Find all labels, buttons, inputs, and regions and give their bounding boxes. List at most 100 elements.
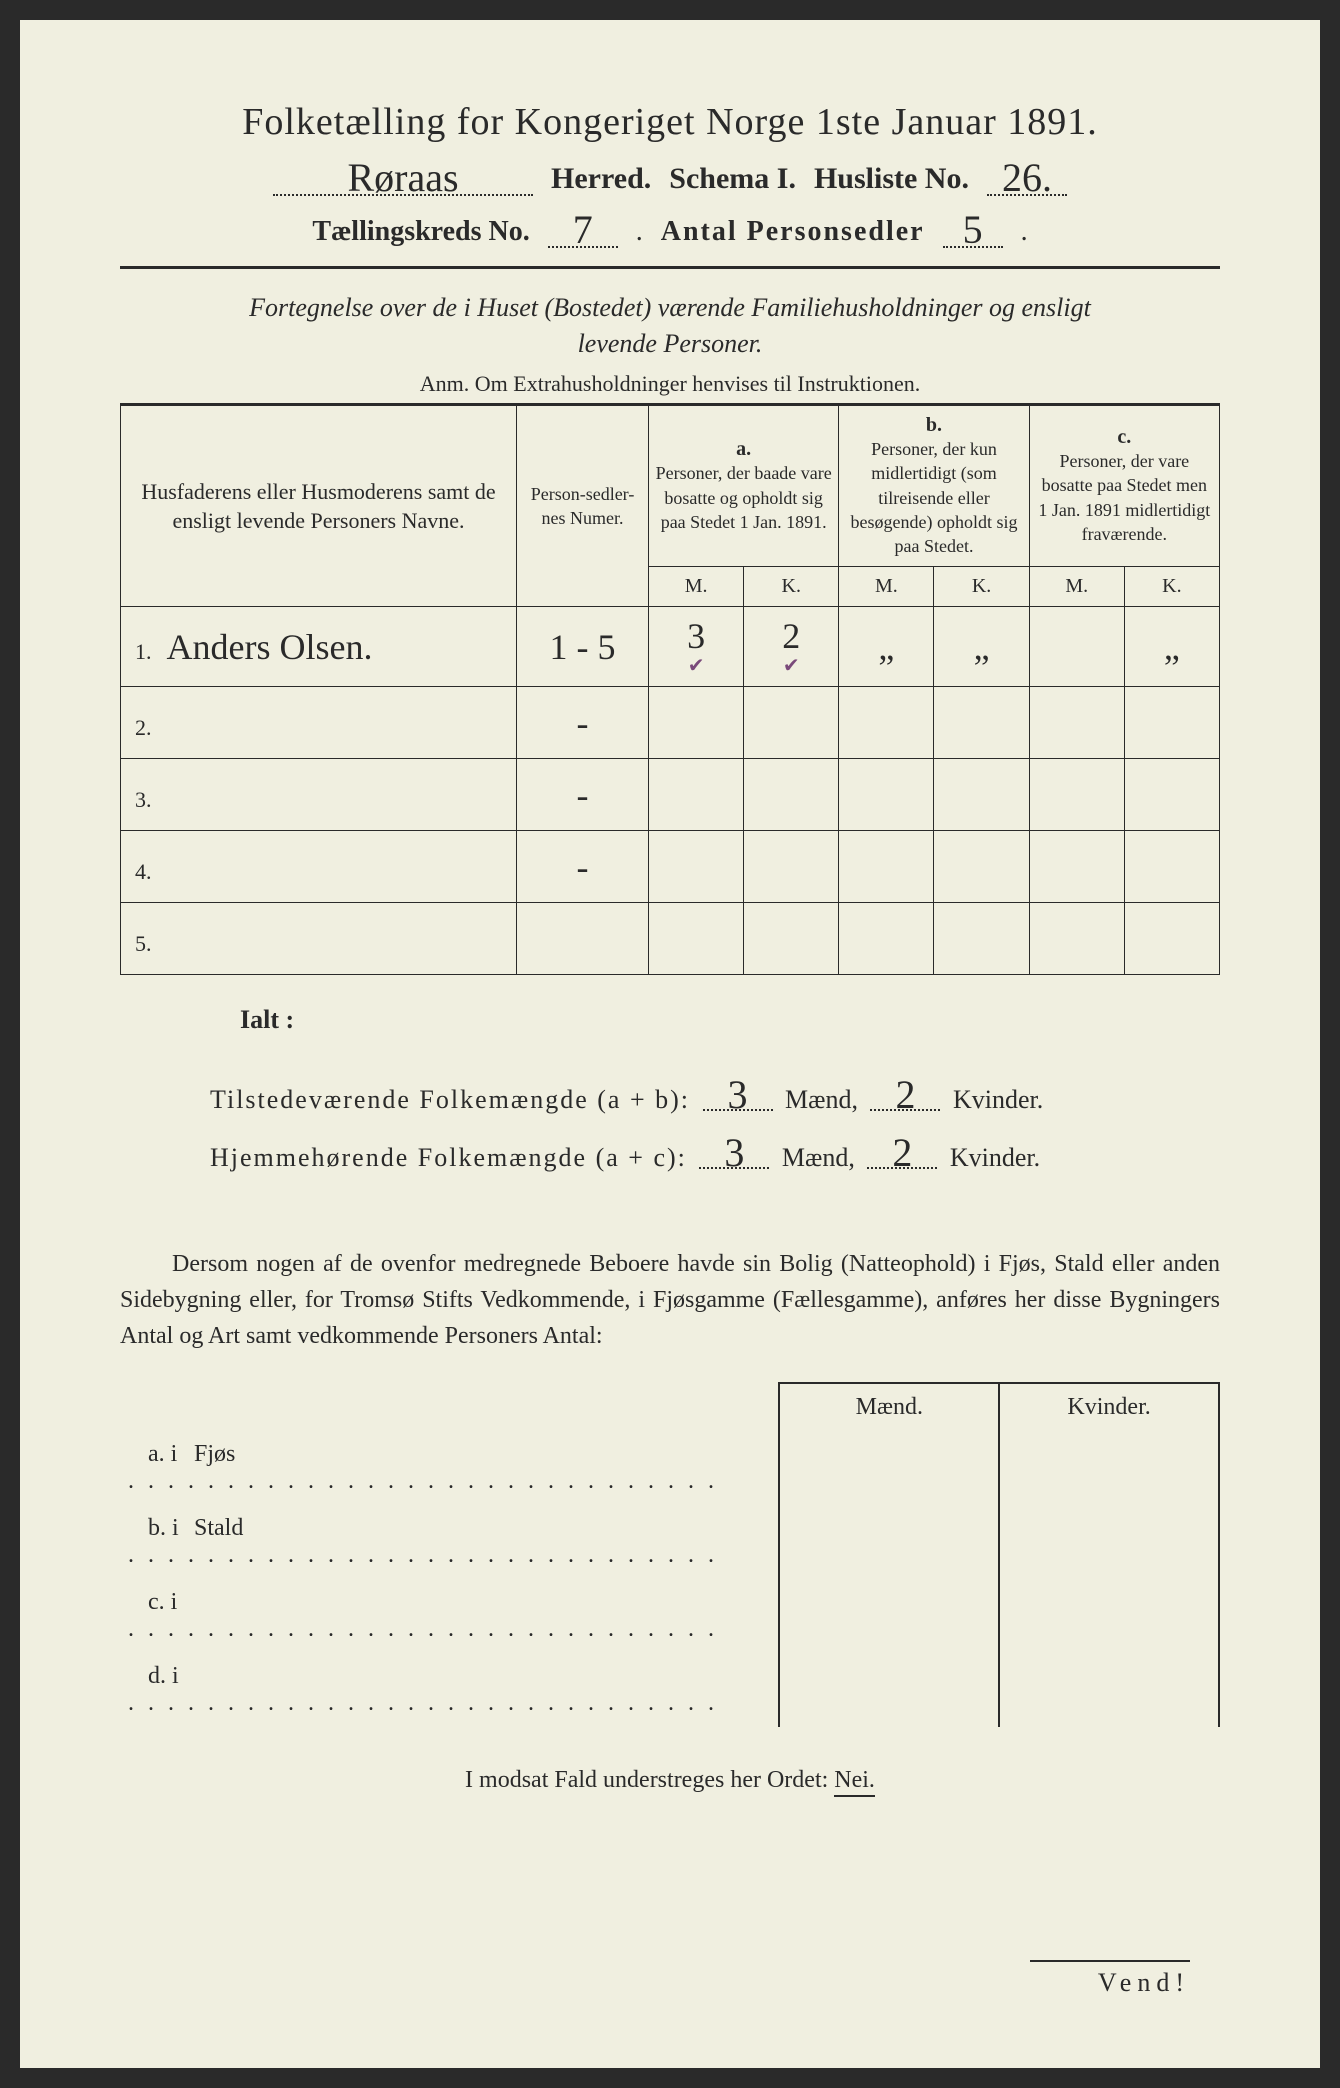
c-k-header: K. bbox=[1124, 567, 1219, 607]
row-b-m-cell bbox=[839, 687, 934, 759]
row-c-k-cell: „ bbox=[1124, 607, 1219, 687]
dwelling-label-cell: d. i . . . . . . . . . . . . . . . . . .… bbox=[120, 1653, 779, 1727]
nej-word: Nei. bbox=[834, 1767, 875, 1797]
hjemme-k: 2 bbox=[867, 1139, 937, 1169]
row-a-k-cell bbox=[744, 903, 839, 975]
row-b-m-cell bbox=[839, 831, 934, 903]
kreds-value: 7 bbox=[548, 216, 618, 248]
row-c-m-cell bbox=[1029, 759, 1124, 831]
row-name-cell: 1. Anders Olsen. bbox=[121, 607, 517, 687]
row-a-k-cell bbox=[744, 687, 839, 759]
row-c-m-cell bbox=[1029, 607, 1124, 687]
dwelling-k-cell bbox=[999, 1431, 1219, 1505]
hjemme-label: Hjemmehørende Folkemængde (a + c): bbox=[210, 1143, 687, 1172]
dwelling-section: Mænd. Kvinder. a. i Fjøs . . . . . . . .… bbox=[120, 1382, 1220, 1727]
row-b-k-cell bbox=[934, 759, 1029, 831]
a-k-header: K. bbox=[744, 567, 839, 607]
antal-value: 5 bbox=[943, 216, 1003, 248]
nej-line: I modsat Fald understreges her Ordet: Ne… bbox=[120, 1767, 1220, 1794]
row-a-m-cell: 3✔ bbox=[649, 607, 744, 687]
row-name-cell: 4. bbox=[121, 831, 517, 903]
dwelling-paragraph: Dersom nogen af de ovenfor medregnede Be… bbox=[120, 1246, 1220, 1354]
row-c-m-cell bbox=[1029, 687, 1124, 759]
row-a-m-cell bbox=[649, 903, 744, 975]
herred-label: Herred. bbox=[551, 162, 651, 196]
row-sedler-cell: - bbox=[517, 759, 649, 831]
maend-label-1: Mænd, bbox=[785, 1085, 858, 1114]
row-name-cell: 2. bbox=[121, 687, 517, 759]
kvinder-label-1: Kvinder. bbox=[953, 1085, 1043, 1114]
dwelling-label-cell: a. i Fjøs . . . . . . . . . . . . . . . … bbox=[120, 1431, 779, 1505]
dwelling-k-cell bbox=[999, 1505, 1219, 1579]
row-c-k-cell bbox=[1124, 831, 1219, 903]
dwelling-k-cell bbox=[999, 1653, 1219, 1727]
dwelling-k-cell bbox=[999, 1579, 1219, 1653]
divider-1 bbox=[120, 266, 1220, 269]
dwelling-m-cell bbox=[779, 1505, 999, 1579]
herred-value: Røraas bbox=[273, 164, 533, 196]
table-row: 1. Anders Olsen. 1 - 5 3✔ 2✔ „ „ „ bbox=[121, 607, 1220, 687]
dwelling-row: d. i . . . . . . . . . . . . . . . . . .… bbox=[120, 1653, 1219, 1727]
row-b-k-cell bbox=[934, 903, 1029, 975]
subtitle-1: Fortegnelse over de i Huset (Bostedet) v… bbox=[120, 293, 1220, 323]
row-name-cell: 3. bbox=[121, 759, 517, 831]
row-b-k-cell bbox=[934, 831, 1029, 903]
col-num-header: Person-sedler-nes Numer. bbox=[517, 405, 649, 607]
schema-label: Schema I. bbox=[669, 162, 796, 196]
col-a-header: a. Personer, der baade vare bosatte og o… bbox=[649, 405, 839, 567]
dwelling-m-cell bbox=[779, 1579, 999, 1653]
tilstede-label: Tilstedeværende Folkemængde (a + b): bbox=[210, 1085, 690, 1114]
row-c-k-cell bbox=[1124, 687, 1219, 759]
dwelling-m-cell bbox=[779, 1653, 999, 1727]
dwelling-label-cell: b. i Stald . . . . . . . . . . . . . . .… bbox=[120, 1505, 779, 1579]
tilstede-m: 3 bbox=[703, 1081, 773, 1111]
table-row: 4. - bbox=[121, 831, 1220, 903]
dwelling-m-cell bbox=[779, 1431, 999, 1505]
col-b-header: b. Personer, der kun midlertidigt (som t… bbox=[839, 405, 1029, 567]
husliste-label: Husliste No. bbox=[814, 162, 969, 196]
table-row: 3. - bbox=[121, 759, 1220, 831]
row-sedler-cell: 1 - 5 bbox=[517, 607, 649, 687]
census-form-page: Folketælling for Kongeriget Norge 1ste J… bbox=[20, 20, 1320, 2068]
tilstede-k: 2 bbox=[870, 1081, 940, 1111]
dwelling-kvinder-header: Kvinder. bbox=[999, 1383, 1219, 1431]
col-name-header: Husfaderens eller Husmoderens samt de en… bbox=[121, 405, 517, 607]
row-a-m-cell bbox=[649, 831, 744, 903]
row-b-m-cell: „ bbox=[839, 607, 934, 687]
a-m-header: M. bbox=[649, 567, 744, 607]
maend-label-2: Mænd, bbox=[782, 1143, 855, 1172]
row-a-m-cell bbox=[649, 687, 744, 759]
anm-note: Anm. Om Extrahusholdninger henvises til … bbox=[120, 371, 1220, 397]
table-row: 2. - bbox=[121, 687, 1220, 759]
dwelling-row: b. i Stald . . . . . . . . . . . . . . .… bbox=[120, 1505, 1219, 1579]
row-b-m-cell bbox=[839, 759, 934, 831]
antal-label: Antal Personsedler bbox=[661, 216, 925, 248]
row-b-k-cell bbox=[934, 687, 1029, 759]
table-row: 5. bbox=[121, 903, 1220, 975]
totals-block: Tilstedeværende Folkemængde (a + b): 3 M… bbox=[120, 1071, 1220, 1185]
kvinder-label-2: Kvinder. bbox=[950, 1143, 1040, 1172]
ialt-label: Ialt : bbox=[120, 1005, 1220, 1035]
b-m-header: M. bbox=[839, 567, 934, 607]
row-name-cell: 5. bbox=[121, 903, 517, 975]
row-sedler-cell bbox=[517, 903, 649, 975]
header-row-3: Tællingskreds No. 7 . Antal Personsedler… bbox=[120, 216, 1220, 248]
dwelling-row: a. i Fjøs . . . . . . . . . . . . . . . … bbox=[120, 1431, 1219, 1505]
row-c-m-cell bbox=[1029, 903, 1124, 975]
row-c-m-cell bbox=[1029, 831, 1124, 903]
row-c-k-cell bbox=[1124, 759, 1219, 831]
vend-label: Vend! bbox=[1030, 1960, 1190, 1998]
kreds-label: Tællingskreds No. bbox=[312, 216, 529, 248]
row-a-k-cell bbox=[744, 759, 839, 831]
subtitle-2: levende Personer. bbox=[120, 329, 1220, 359]
row-b-m-cell bbox=[839, 903, 934, 975]
husliste-value: 26. bbox=[987, 164, 1067, 196]
hjemme-m: 3 bbox=[699, 1139, 769, 1169]
dwelling-label-cell: c. i . . . . . . . . . . . . . . . . . .… bbox=[120, 1579, 779, 1653]
main-table: Husfaderens eller Husmoderens samt de en… bbox=[120, 403, 1220, 975]
dwelling-maend-header: Mænd. bbox=[779, 1383, 999, 1431]
b-k-header: K. bbox=[934, 567, 1029, 607]
col-c-header: c. Personer, der vare bosatte paa Stedet… bbox=[1029, 405, 1219, 567]
row-a-k-cell: 2✔ bbox=[744, 607, 839, 687]
row-b-k-cell: „ bbox=[934, 607, 1029, 687]
